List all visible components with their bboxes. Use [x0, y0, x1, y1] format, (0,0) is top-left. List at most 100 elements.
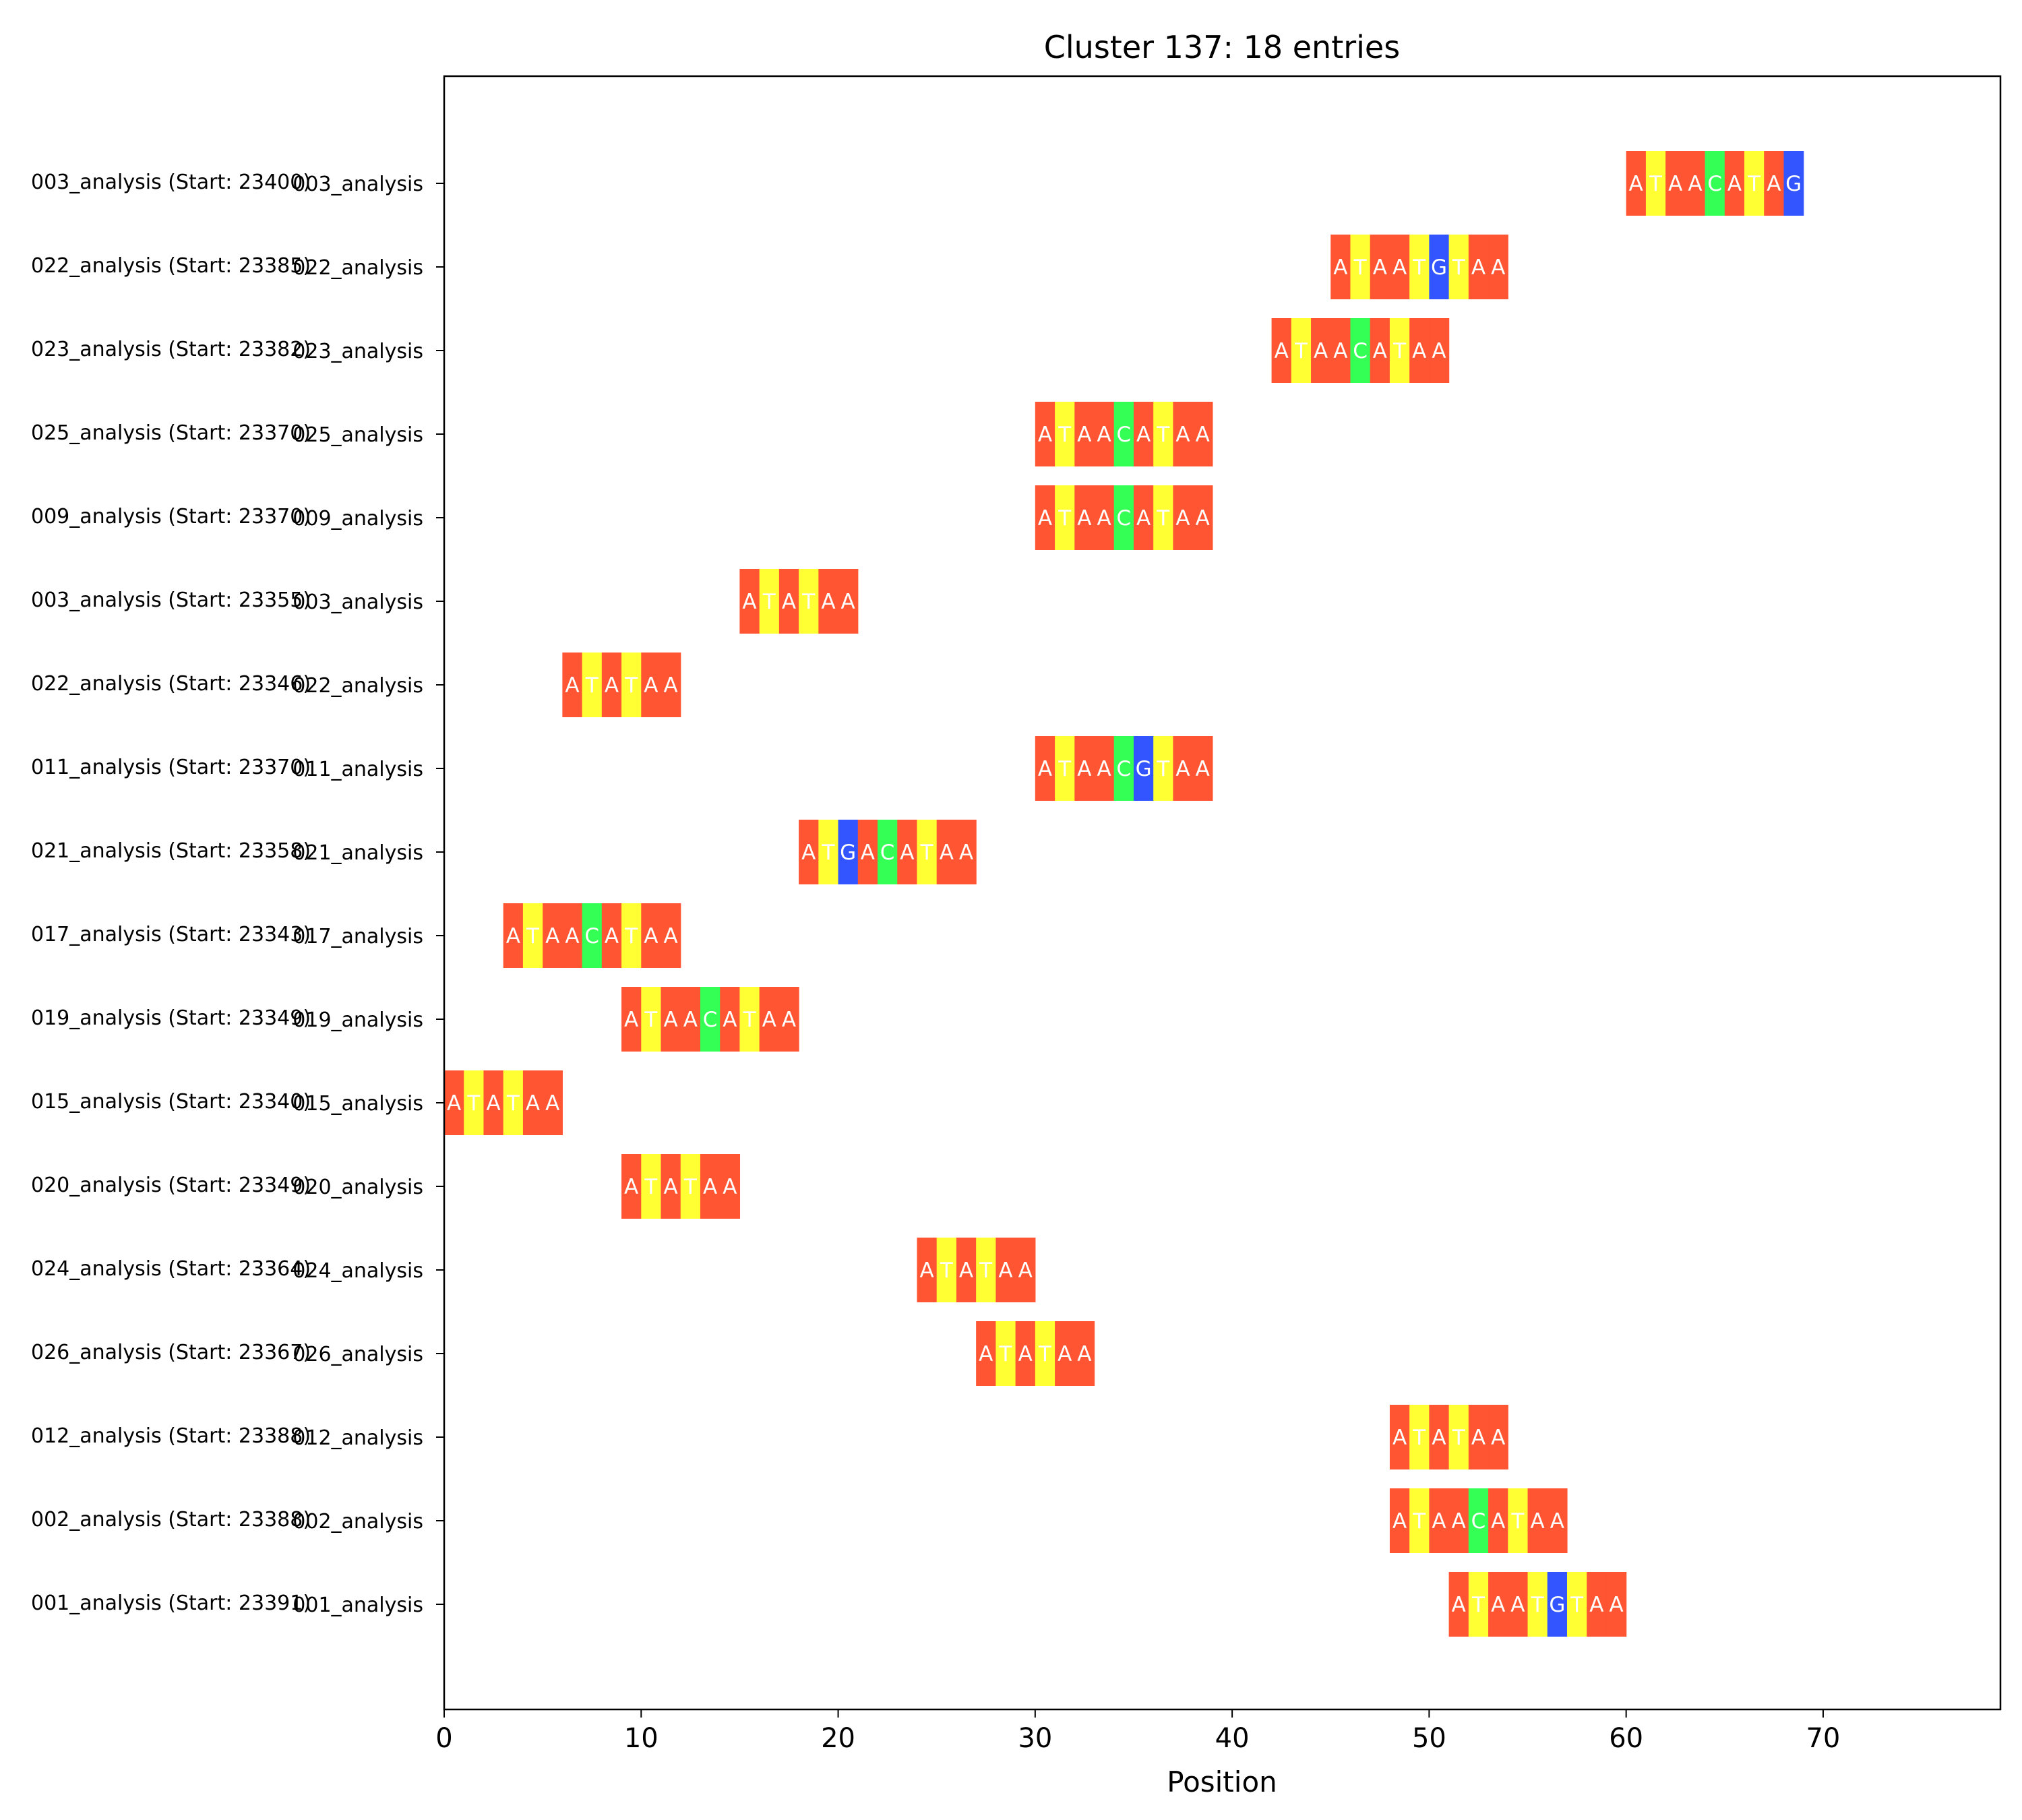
- base-cell: [1074, 485, 1095, 550]
- base-cell: [995, 1321, 1016, 1386]
- base-letter: T: [1412, 1426, 1426, 1450]
- base-cell: [838, 820, 859, 884]
- base-cell: [1133, 485, 1154, 550]
- base-letter: A: [1767, 172, 1781, 196]
- base-cell: [543, 1070, 563, 1135]
- y-tick-label: 003_analysis: [293, 590, 423, 614]
- base-letter: A: [1392, 1426, 1407, 1450]
- base-letter: T: [585, 673, 599, 698]
- base-letter: A: [526, 1091, 540, 1116]
- base-cell: [641, 903, 662, 968]
- base-cell: [1074, 736, 1095, 801]
- base-cell: [720, 987, 741, 1052]
- base-letter: A: [486, 1091, 500, 1116]
- base-letter: A: [1097, 506, 1111, 530]
- row-source-label: 019_analysis (Start: 23349): [31, 1006, 311, 1030]
- base-letter: A: [1196, 757, 1210, 781]
- base-letter: T: [940, 1258, 954, 1283]
- base-cell: [1055, 1321, 1075, 1386]
- base-cell: [1468, 1488, 1489, 1553]
- base-cell: [522, 1070, 543, 1135]
- base-cell: [503, 903, 524, 968]
- base-letter: A: [1412, 339, 1426, 363]
- x-tick-label: 0: [435, 1723, 452, 1754]
- base-cell: [1468, 235, 1489, 299]
- base-letter: A: [959, 1258, 973, 1283]
- base-cell: [1429, 1488, 1450, 1553]
- base-cell: [759, 987, 780, 1052]
- base-cell: [936, 1238, 957, 1302]
- base-cell: [936, 820, 957, 884]
- y-tick-label: 022_analysis: [293, 256, 423, 280]
- base-letter: A: [1452, 1593, 1466, 1617]
- base-cell: [759, 569, 780, 634]
- base-letter: C: [1117, 506, 1132, 530]
- x-tick-label: 50: [1412, 1723, 1446, 1754]
- chart-title: Cluster 137: 18 entries: [1044, 29, 1400, 65]
- base-letter: A: [664, 673, 678, 698]
- x-tick-label: 60: [1609, 1723, 1643, 1754]
- row-source-label: 001_analysis (Start: 23391): [31, 1591, 311, 1615]
- base-cell: [995, 1238, 1016, 1302]
- base-letter: A: [782, 590, 796, 614]
- base-cell: [878, 820, 898, 884]
- base-letter: T: [821, 841, 835, 865]
- base-cell: [1488, 235, 1508, 299]
- base-letter: A: [841, 590, 855, 614]
- base-cell: [956, 820, 977, 884]
- base-cell: [956, 1238, 977, 1302]
- x-tick-label: 30: [1018, 1723, 1052, 1754]
- base-cell: [543, 903, 563, 968]
- base-letter: T: [624, 673, 638, 698]
- row-source-label: 022_analysis (Start: 23346): [31, 672, 311, 696]
- base-letter: T: [1471, 1593, 1485, 1617]
- base-letter: T: [920, 841, 934, 865]
- base-letter: A: [1432, 339, 1446, 363]
- base-cell: [857, 820, 878, 884]
- base-cell: [1587, 1572, 1607, 1637]
- base-cell: [680, 1154, 701, 1219]
- base-letter: A: [1510, 1593, 1525, 1617]
- base-letter: A: [703, 1175, 717, 1199]
- base-letter: T: [1392, 339, 1407, 363]
- base-letter: G: [1431, 255, 1447, 280]
- base-cell: [1330, 235, 1351, 299]
- y-tick-label: 019_analysis: [293, 1008, 423, 1032]
- base-letter: A: [1629, 172, 1643, 196]
- base-cell: [700, 987, 721, 1052]
- base-letter: C: [880, 841, 895, 865]
- base-cell: [1192, 736, 1213, 801]
- base-cell: [562, 653, 583, 717]
- base-cell: [1527, 1488, 1548, 1553]
- y-tick-label: 024_analysis: [293, 1259, 423, 1283]
- base-cell: [464, 1070, 485, 1135]
- row-source-label: 020_analysis (Start: 23349): [31, 1174, 311, 1197]
- base-cell: [1153, 736, 1174, 801]
- base-letter: A: [1491, 255, 1505, 280]
- base-letter: A: [545, 1091, 559, 1116]
- base-cell: [1370, 235, 1390, 299]
- base-cell: [1448, 1488, 1469, 1553]
- base-cell: [1055, 736, 1075, 801]
- row-source-label: 021_analysis (Start: 23358): [31, 839, 311, 863]
- base-cell: [1685, 151, 1706, 216]
- row-source-label: 003_analysis (Start: 23355): [31, 588, 311, 612]
- base-cell: [700, 1154, 721, 1219]
- base-cell: [1350, 235, 1371, 299]
- base-letter: A: [1275, 339, 1289, 363]
- base-cell: [1566, 1572, 1587, 1637]
- base-cell: [917, 820, 938, 884]
- base-cell: [1094, 402, 1115, 466]
- base-letter: A: [1491, 1593, 1505, 1617]
- base-cell: [1488, 1405, 1508, 1469]
- base-cell: [661, 987, 681, 1052]
- base-letter: C: [1353, 339, 1368, 363]
- base-cell: [1074, 1321, 1095, 1386]
- base-cell: [621, 987, 642, 1052]
